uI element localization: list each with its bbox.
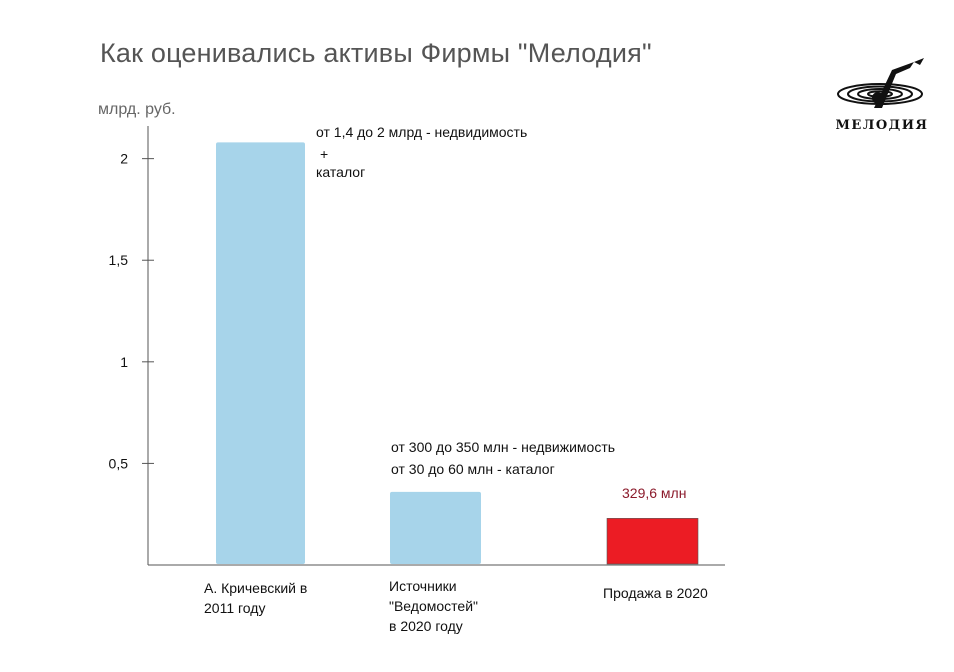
y-tick-label: 0,5 bbox=[109, 455, 129, 471]
logo-text: МЕЛОДИЯ bbox=[835, 118, 929, 133]
y-tick-label: 1 bbox=[120, 354, 128, 370]
category-label-2: Источники "Ведомостей" в 2020 году bbox=[389, 576, 478, 636]
annotation-line: от 30 до 60 млн - каталог bbox=[391, 461, 555, 477]
annotation-line: от 300 до 350 млн - недвижимость bbox=[391, 439, 616, 455]
bar bbox=[606, 518, 699, 565]
annotation-bar-1: от 1,4 до 2 млрд - недвидимость + катало… bbox=[316, 121, 527, 183]
annotation-bar-3: 329,6 млн bbox=[622, 482, 686, 504]
annotation-line: от 1,4 до 2 млрд - недвидимость bbox=[316, 124, 528, 140]
annotation-line: + bbox=[320, 146, 329, 162]
bar bbox=[216, 142, 305, 564]
melodiya-logo: МЕЛОДИЯ bbox=[834, 56, 930, 136]
annotation-line: каталог bbox=[316, 164, 366, 180]
category-line: Источники bbox=[389, 578, 457, 594]
category-line: А. Кричевский в bbox=[204, 580, 308, 596]
chart-title: Как оценивались активы Фирмы "Мелодия" bbox=[100, 38, 652, 68]
category-line: в 2020 году bbox=[389, 618, 463, 634]
y-tick-label: 1,5 bbox=[109, 252, 129, 268]
y-axis-label: млрд. руб. bbox=[98, 101, 176, 118]
category-line: Продажа в 2020 bbox=[603, 585, 708, 601]
record-note-icon bbox=[837, 58, 924, 108]
value-label: 329,6 млн bbox=[622, 485, 687, 501]
y-tick-label: 2 bbox=[120, 151, 128, 167]
bar bbox=[390, 491, 481, 564]
annotation-bar-2: от 300 до 350 млн - недвижимость от 30 д… bbox=[391, 436, 615, 480]
category-label-3: Продажа в 2020 bbox=[603, 583, 708, 603]
category-label-1: А. Кричевский в 2011 году bbox=[204, 578, 307, 618]
category-line: 2011 году bbox=[204, 600, 266, 616]
category-line: "Ведомостей" bbox=[389, 598, 478, 614]
